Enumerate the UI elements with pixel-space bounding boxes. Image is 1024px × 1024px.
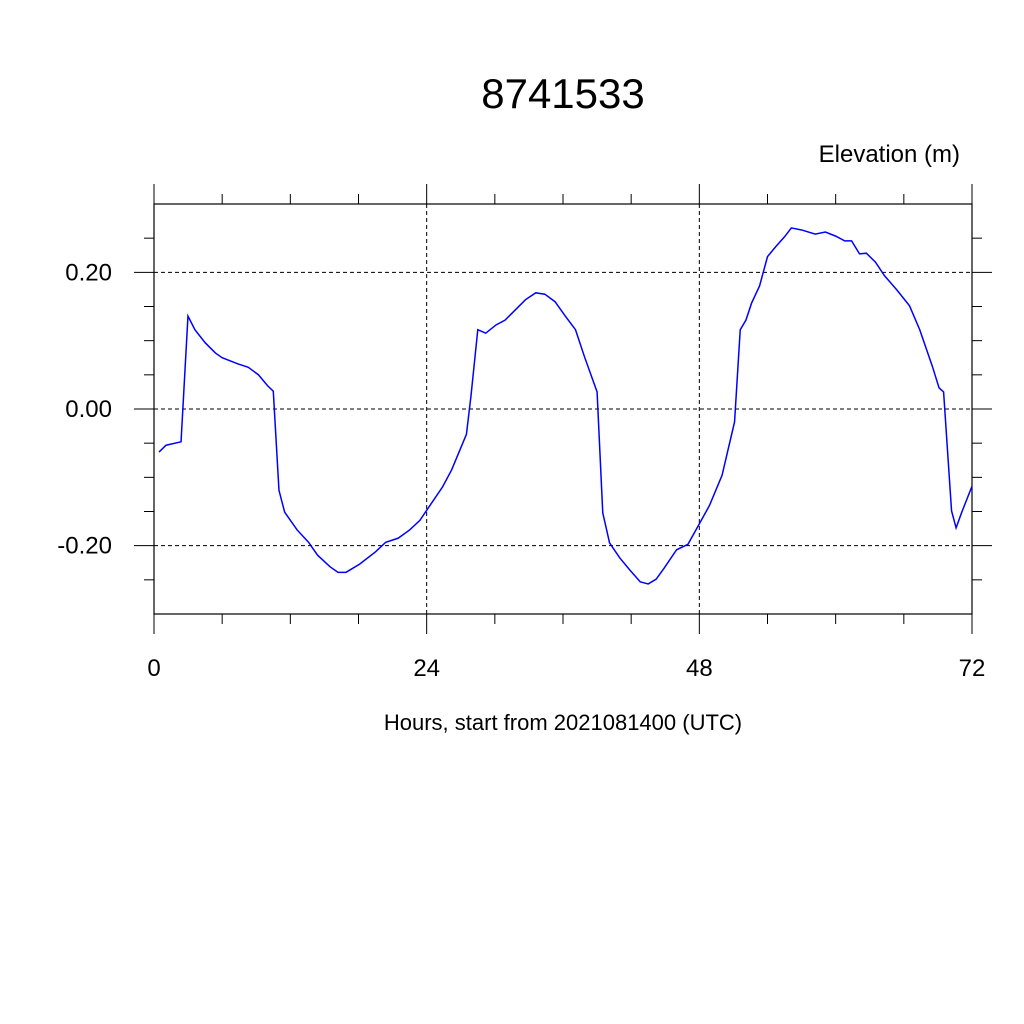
y-tick-label: -0.20	[57, 533, 112, 560]
y-tick-label: 0.20	[65, 259, 112, 286]
x-tick-label: 48	[686, 655, 713, 682]
data-line	[158, 227, 973, 585]
x-axis-label: Hours, start from 2021081400 (UTC)	[384, 710, 742, 735]
x-tick-label: 0	[147, 655, 160, 682]
x-tick-label: 72	[959, 655, 986, 682]
y-axis-label: Elevation (m)	[819, 141, 960, 168]
x-tick-label: 24	[413, 655, 440, 682]
chart-title: 8741533	[481, 70, 645, 117]
y-tick-label: 0.00	[65, 396, 112, 423]
